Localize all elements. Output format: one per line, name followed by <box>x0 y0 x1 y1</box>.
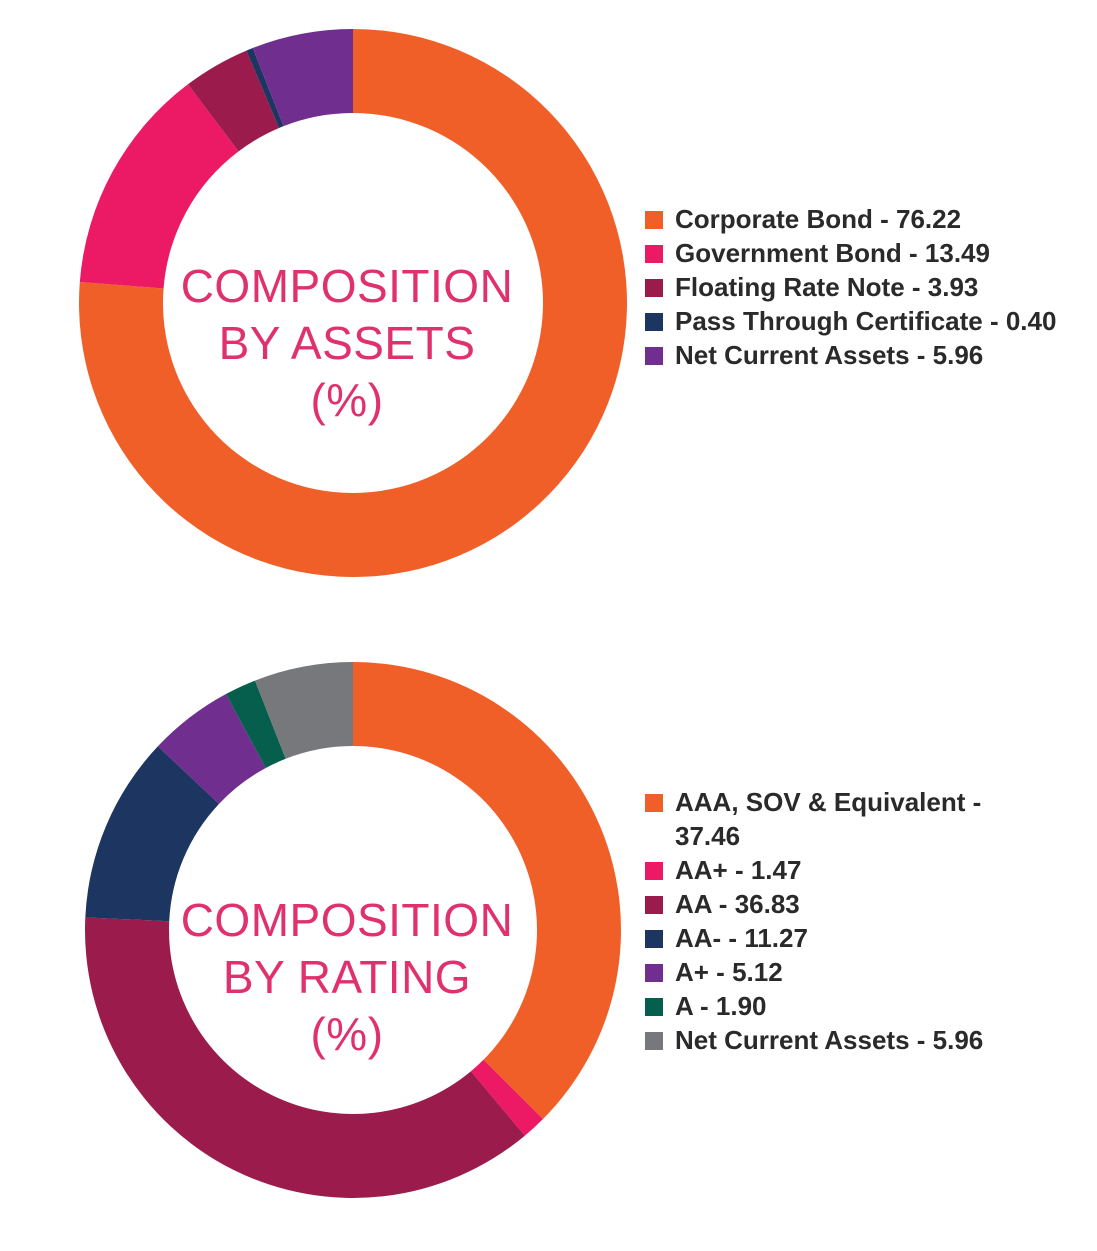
assets-title-line-2: BY ASSETS <box>218 317 476 369</box>
rating-title-line-3: (%) <box>310 1008 384 1060</box>
assets-legend: Corporate Bond - 76.22 Government Bond -… <box>645 202 1056 372</box>
legend-item-government-bond: Government Bond - 13.49 <box>645 236 1056 270</box>
legend-item-net-current-assets: Net Current Assets - 5.96 <box>645 1023 1005 1057</box>
legend-item-a: A - 1.90 <box>645 989 1005 1023</box>
legend-swatch <box>645 211 663 229</box>
legend-swatch <box>645 347 663 365</box>
legend-item-aa: AA - 36.83 <box>645 887 1005 921</box>
legend-swatch <box>645 794 663 812</box>
legend-item-net-current-assets: Net Current Assets - 5.96 <box>645 338 1056 372</box>
donut-slice-a <box>225 680 286 768</box>
donut-slice-aa <box>470 1059 544 1136</box>
donut-slice-net-current-assets <box>254 662 353 759</box>
donut-slice-aaa-sov-equivalent <box>353 662 621 1119</box>
donut-slice-floating-rate-note <box>187 50 280 152</box>
donut-slice-corporate-bond <box>78 29 628 577</box>
legend-item-aa-plus: AA+ - 1.47 <box>645 853 1005 887</box>
rating-center-title: COMPOSITION BY RATING (%) <box>167 892 527 1063</box>
legend-swatch <box>645 930 663 948</box>
legend-item-pass-through-certificate: Pass Through Certificate - 0.40 <box>645 304 1056 338</box>
assets-title-line-3: (%) <box>310 374 384 426</box>
legend-item-aaa: AAA, SOV & Equivalent - 37.46 <box>645 785 1005 853</box>
donut-slice-government-bond <box>79 84 239 289</box>
donut-slice-aa <box>85 746 220 922</box>
donut-slice-pass-through-certificate <box>246 47 284 128</box>
donut-slice-net-current-assets <box>252 29 353 127</box>
assets-center-title: COMPOSITION BY ASSETS (%) <box>167 258 527 429</box>
legend-label: A+ - 5.12 <box>675 957 783 987</box>
assets-composition-chart: COMPOSITION BY ASSETS (%) Corporate Bond… <box>0 0 1097 600</box>
legend-label: AAA, SOV & Equivalent - 37.46 <box>675 787 982 851</box>
legend-item-floating-rate-note: Floating Rate Note - 3.93 <box>645 270 1056 304</box>
legend-swatch <box>645 964 663 982</box>
assets-title-line-1: COMPOSITION <box>180 260 514 312</box>
legend-label: Government Bond - 13.49 <box>675 238 990 268</box>
donut-slice-a <box>157 694 266 804</box>
legend-item-corporate-bond: Corporate Bond - 76.22 <box>645 202 1056 236</box>
legend-label: AA- - 11.27 <box>675 923 808 953</box>
donut-slice-aa <box>84 917 525 1198</box>
legend-label: Net Current Assets - 5.96 <box>675 340 984 370</box>
legend-swatch <box>645 998 663 1016</box>
legend-item-a-plus: A+ - 5.12 <box>645 955 1005 989</box>
legend-swatch <box>645 862 663 880</box>
legend-item-aa-minus: AA- - 11.27 <box>645 921 1005 955</box>
legend-swatch <box>645 313 663 331</box>
assets-donut <box>78 29 628 577</box>
legend-swatch <box>645 279 663 297</box>
legend-label: Floating Rate Note - 3.93 <box>675 272 979 302</box>
legend-label: Pass Through Certificate - 0.40 <box>675 306 1057 336</box>
legend-swatch <box>645 1032 663 1050</box>
legend-label: AA+ - 1.47 <box>675 855 802 885</box>
legend-swatch <box>645 245 663 263</box>
rating-composition-chart: COMPOSITION BY RATING (%) AAA, SOV & Equ… <box>0 630 1097 1251</box>
rating-title-line-2: BY RATING <box>222 951 472 1003</box>
legend-label: Net Current Assets - 5.96 <box>675 1025 984 1055</box>
legend-label: Corporate Bond - 76.22 <box>675 204 962 234</box>
legend-label: A - 1.90 <box>675 991 767 1021</box>
legend-swatch <box>645 896 663 914</box>
rating-donut <box>84 662 621 1198</box>
rating-title-line-1: COMPOSITION <box>180 894 514 946</box>
legend-label: AA - 36.83 <box>675 889 800 919</box>
rating-legend: AAA, SOV & Equivalent - 37.46 AA+ - 1.47… <box>645 785 1005 1057</box>
